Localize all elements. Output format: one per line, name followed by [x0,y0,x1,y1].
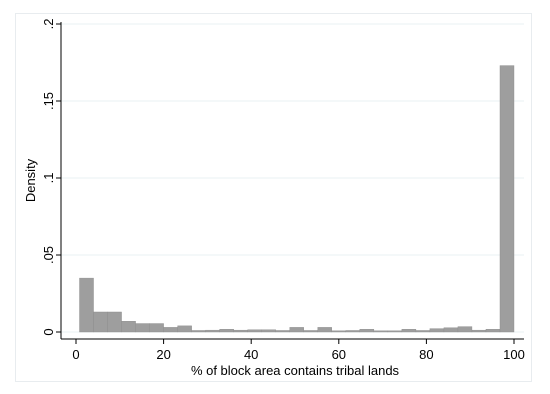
histogram-bar [499,65,515,333]
histogram-bar [79,277,94,333]
histogram-bar [219,329,234,333]
histogram-bar [387,330,403,333]
x-tick-label: 0 [72,347,79,362]
y-tick-label: .15 [41,92,56,110]
axes [60,22,524,340]
y-tick-label: .1 [41,173,56,184]
y-axis-title: Density [23,158,38,202]
x-axis-title: % of block area contains tribal lands [191,363,400,378]
histogram-bar [359,329,375,333]
histogram-bar [471,329,487,333]
x-axis-ticks: 0 20 40 60 80 100 [72,339,525,362]
y-tick-label: .2 [41,19,56,30]
histogram-bar [275,330,290,333]
grid-lines [61,23,524,333]
histogram-bar [261,329,276,333]
histogram-bar [247,329,262,333]
histogram-bar [303,330,318,333]
histogram-bar [457,326,473,333]
x-tick-label: 60 [332,347,346,362]
histogram-bar [93,311,108,333]
y-axis-ticks: 0 .05 .1 .15 .2 [41,19,61,336]
histogram-bar [135,323,150,333]
x-tick-label: 100 [503,347,525,362]
histogram-bar [401,329,417,333]
histogram-bar [415,330,431,333]
histogram-bar [317,327,332,333]
histogram-bar [177,325,192,333]
histogram-bar [429,328,445,333]
histogram-bar [233,329,248,333]
histogram-bar [443,327,459,333]
histogram-bar [331,330,347,333]
histogram-bars [79,65,515,333]
chart-figure: 0 20 40 60 80 100 0 .05 .1 .15 .2 % of block area… [15,13,532,382]
histogram-bar [121,321,136,333]
histogram-bar [205,329,220,333]
y-tick-label: 0 [41,328,56,335]
histogram-bar [485,329,501,333]
histogram-bar [191,330,206,333]
histogram-bar [373,330,389,333]
x-tick-label: 80 [419,347,433,362]
histogram-chart: 0 20 40 60 80 100 0 .05 .1 .15 .2 % of block area… [23,19,525,378]
histogram-bar [345,330,361,333]
x-tick-label: 40 [244,347,258,362]
histogram-bar [163,327,178,333]
x-tick-label: 20 [156,347,170,362]
histogram-bar [107,311,122,333]
histogram-bar [289,327,304,333]
histogram-bar [149,323,164,333]
y-tick-label: .05 [41,246,56,264]
